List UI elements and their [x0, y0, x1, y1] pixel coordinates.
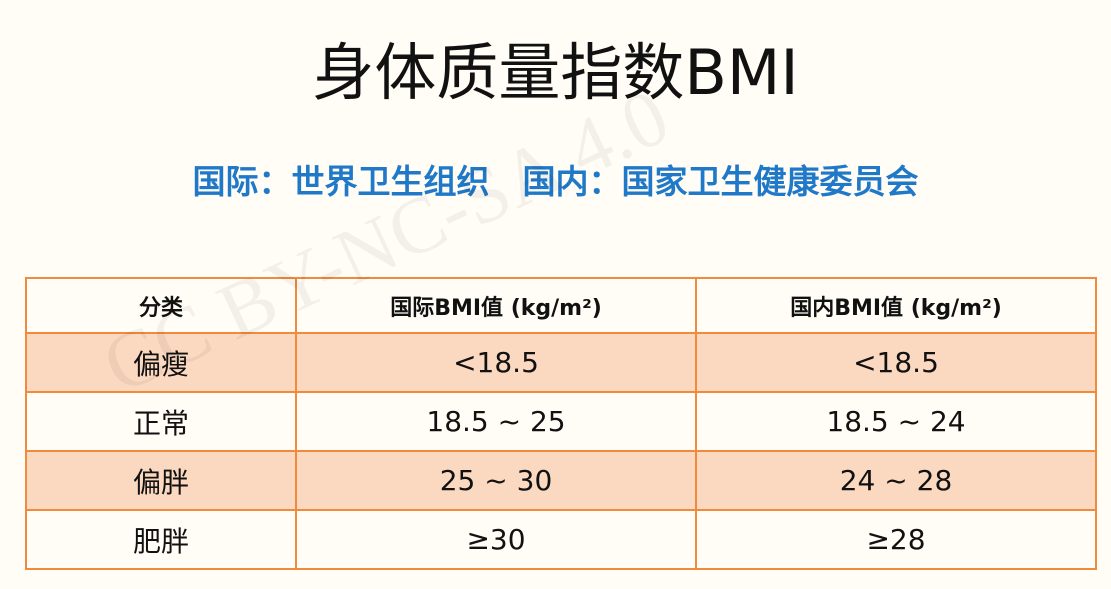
header-cell: 国内BMI值 (kg/m²) — [695, 277, 1097, 334]
bmi-table: 分类 国际BMI值 (kg/m²) 国内BMI值 (kg/m²) 偏瘦 <18.5 <1… — [25, 277, 1097, 570]
table-row: 偏胖 25 ~ 30 24 ~ 28 — [25, 450, 1097, 511]
category-cell: 偏胖 — [25, 450, 297, 511]
header-cell: 分类 — [25, 277, 297, 334]
value-cell: 18.5 ~ 24 — [695, 391, 1097, 452]
value-cell: <18.5 — [295, 332, 697, 393]
value-cell: <18.5 — [695, 332, 1097, 393]
table-body: 偏瘦 <18.5 <18.5 正常 18.5 ~ 25 18.5 ~ 24 偏胖 25 ~ 3… — [25, 332, 1097, 570]
table-row: 偏瘦 <18.5 <18.5 — [25, 332, 1097, 393]
category-cell: 偏瘦 — [25, 332, 297, 393]
table-row: 肥胖 ≥30 ≥28 — [25, 509, 1097, 570]
category-cell: 正常 — [25, 391, 297, 452]
value-cell: 18.5 ~ 25 — [295, 391, 697, 452]
value-cell: ≥28 — [695, 509, 1097, 570]
value-cell: 25 ~ 30 — [295, 450, 697, 511]
value-cell: 24 ~ 28 — [695, 450, 1097, 511]
category-cell: 肥胖 — [25, 509, 297, 570]
table-row: 正常 18.5 ~ 25 18.5 ~ 24 — [25, 391, 1097, 452]
header-row: 分类 国际BMI值 (kg/m²) 国内BMI值 (kg/m²) — [25, 277, 1097, 334]
value-cell: ≥30 — [295, 509, 697, 570]
subtitle: 国际：世界卫生组织 国内：国家卫生健康委员会 — [192, 162, 919, 201]
title: 身体质量指数BMI — [312, 36, 799, 109]
header-cell: 国际BMI值 (kg/m²) — [295, 277, 697, 334]
